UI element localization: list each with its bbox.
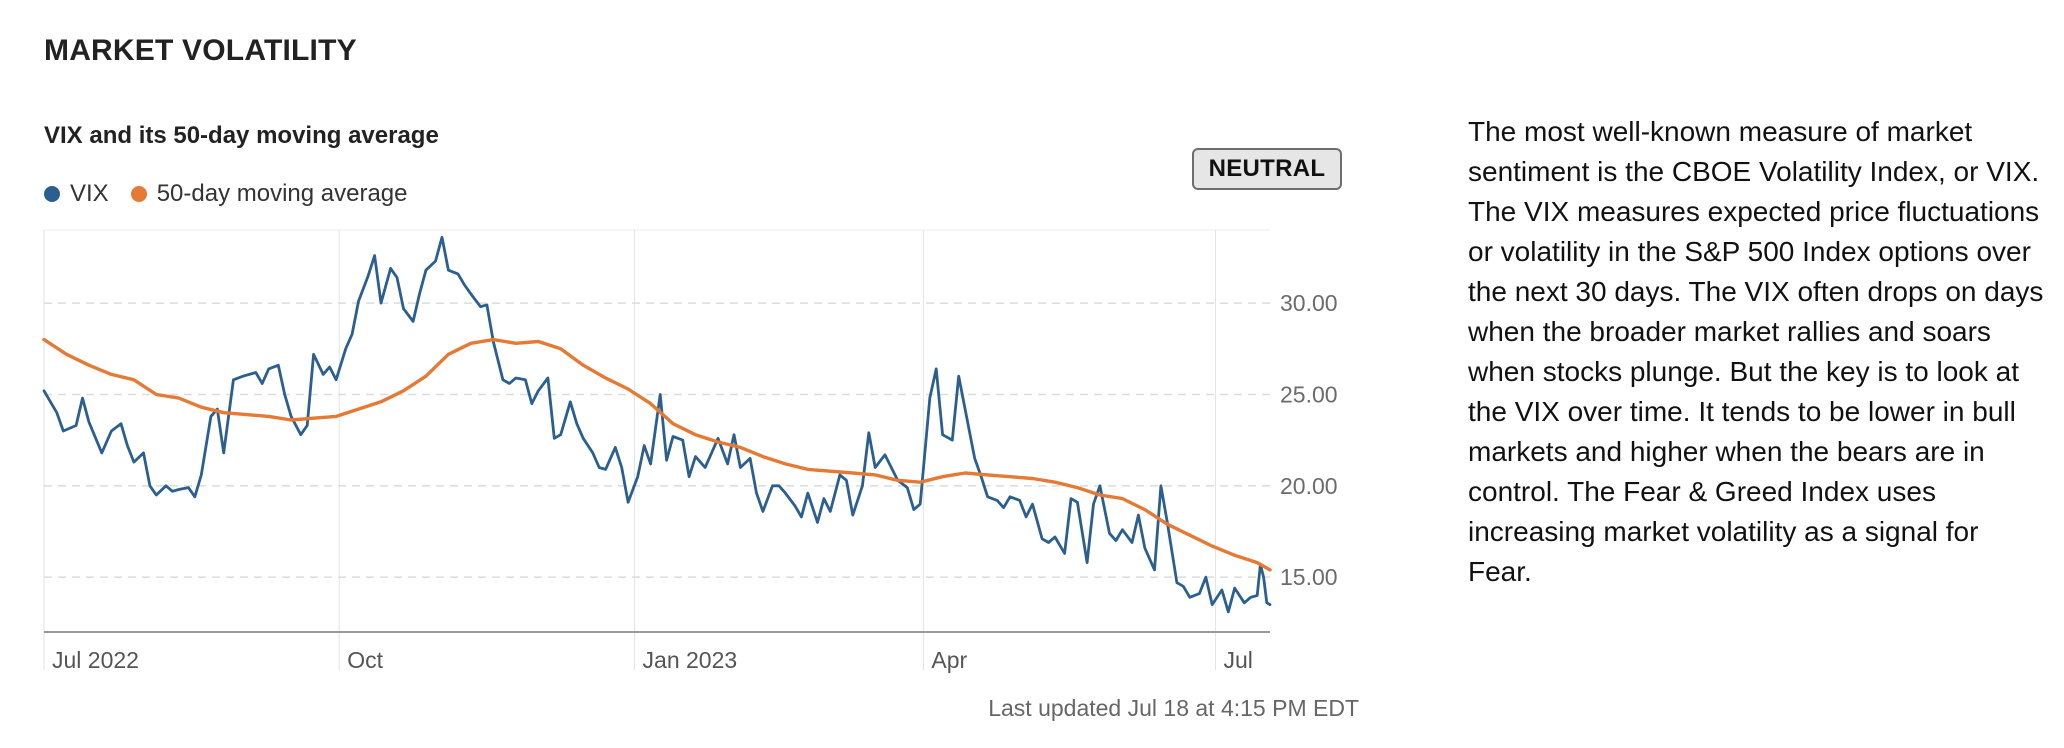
moving-average-series-line: [42, 337, 1272, 572]
y-tick-label: 15.00: [1280, 564, 1338, 590]
chart-title: VIX and its 50-day moving average: [44, 122, 439, 149]
y-tick-label: 20.00: [1280, 473, 1338, 499]
sentiment-badge: NEUTRAL: [1192, 148, 1342, 190]
section-title: MARKET VOLATILITY: [44, 34, 357, 67]
legend-item-moving-average[interactable]: 50-day moving average: [130, 180, 408, 208]
chart-series: [42, 235, 1272, 614]
vix-chart: 30.00 25.00 20.00 15.00 Jul 2022 Oct Jan 2023 A…: [42, 229, 1338, 673]
legend-label: 50-day moving average: [156, 180, 408, 207]
chart-grid: [43, 229, 1270, 670]
legend-dot-icon: [130, 186, 147, 202]
description-text: The most well-known measure of market se…: [1468, 116, 2044, 587]
chart-axes: 30.00 25.00 20.00 15.00 Jul 2022 Oct Jan 2023 A…: [44, 290, 1338, 673]
vix-series-line: [42, 235, 1272, 614]
x-tick-label: Jan 2023: [643, 647, 738, 673]
x-tick-label: Oct: [347, 647, 383, 673]
y-tick-label: 30.00: [1280, 290, 1338, 316]
x-tick-label: Jul 2022: [52, 647, 139, 673]
x-tick-label: Apr: [931, 647, 967, 673]
legend-label: VIX: [70, 180, 109, 207]
legend-dot-icon: [44, 186, 60, 202]
last-updated: Last updated Jul 18 at 4:15 PM EDT: [988, 695, 1359, 721]
x-tick-label: Jul: [1223, 647, 1252, 673]
y-tick-label: 25.00: [1280, 381, 1338, 407]
legend-item-vix[interactable]: VIX: [44, 180, 109, 208]
chart-legend: VIX 50-day moving average: [44, 180, 408, 208]
